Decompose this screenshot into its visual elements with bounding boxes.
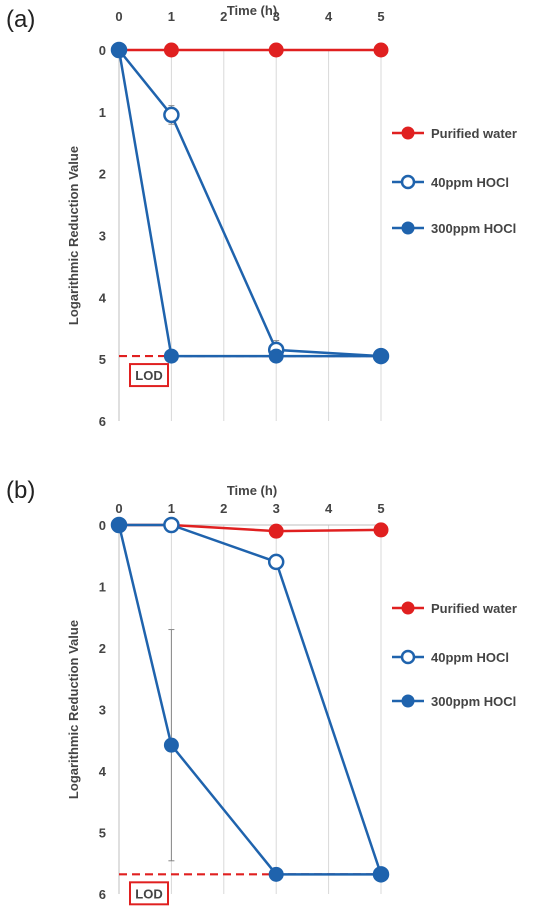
data-point [163, 348, 179, 364]
y-tick-label: 5 [99, 352, 106, 367]
series-line [117, 49, 381, 358]
lod-label: LOD [135, 368, 162, 383]
y-tick-label: 3 [99, 229, 106, 244]
legend-label: 300ppm HOCl [431, 221, 516, 236]
y-tick-label: 4 [99, 290, 107, 305]
data-point [111, 42, 127, 58]
legend-label: Purified water [431, 126, 517, 141]
legend-marker [400, 174, 416, 190]
data-point [373, 42, 389, 58]
x-tick-label: 0 [115, 9, 122, 24]
y-tick-label: 5 [99, 826, 106, 841]
series-line [119, 523, 383, 875]
data-point [111, 517, 127, 533]
legend-marker [401, 694, 415, 708]
panel-label-b: (b) [6, 477, 36, 504]
data-point [268, 42, 284, 58]
x-tick-label: 2 [220, 501, 227, 516]
x-tick-label: 1 [168, 9, 175, 24]
x-tick-label: 5 [377, 9, 384, 24]
legend-label: 40ppm HOCl [431, 650, 509, 665]
legend-marker [401, 601, 415, 615]
series-line [117, 524, 381, 876]
y-tick-label: 2 [99, 167, 106, 182]
data-point [268, 348, 284, 364]
x-tick-label: 3 [273, 9, 280, 24]
chart-a: 0 1 2 3 4 5 Time (h) 0 1 2 3 4 5 6 Logarithmic Reducti… [66, 3, 517, 429]
legend-marker [400, 649, 416, 665]
legend-marker [401, 221, 415, 235]
data-point [268, 523, 284, 539]
y-tick-label: 1 [99, 105, 106, 120]
data-point [373, 522, 389, 538]
y-tick-label: 6 [99, 887, 106, 902]
x-tick-label: 4 [325, 501, 333, 516]
y-tick-label: 4 [99, 764, 107, 779]
legend-label: 40ppm HOCl [431, 175, 509, 190]
data-point [268, 866, 284, 882]
data-point [163, 42, 179, 58]
x-axis-title: Time (h) [227, 483, 277, 498]
lod-box [129, 881, 169, 906]
legend-label: Purified water [431, 601, 517, 616]
x-tick-label: 5 [377, 501, 384, 516]
lod-label: LOD [135, 886, 162, 901]
panel-label-a: (a) [6, 6, 36, 33]
y-tick-label: 0 [99, 43, 106, 58]
data-point [163, 106, 180, 124]
series-line [118, 49, 382, 358]
x-axis-title: Time (h) [227, 3, 277, 18]
x-tick-label: 1 [168, 501, 175, 516]
lod-box [129, 363, 169, 388]
y-tick-label: 1 [99, 580, 106, 595]
x-tick-label: 2 [220, 9, 227, 24]
data-point [373, 348, 389, 364]
data-point [163, 516, 180, 534]
data-point [373, 866, 389, 882]
y-tick-label: 6 [99, 414, 106, 429]
x-tick-label: 0 [115, 501, 122, 516]
y-axis-title: Logarithmic Reduction Value [66, 146, 81, 325]
legend-marker [401, 126, 415, 140]
data-point [267, 553, 285, 571]
x-tick-label: 4 [325, 9, 333, 24]
y-axis-title: Logarithmic Reduction Value [66, 620, 81, 799]
data-point [163, 737, 179, 753]
y-tick-label: 2 [99, 641, 106, 656]
y-tick-label: 3 [99, 703, 106, 718]
legend-label: 300ppm HOCl [431, 694, 516, 709]
y-tick-label: 0 [99, 518, 106, 533]
x-tick-label: 3 [273, 501, 280, 516]
chart-b: 0 1 2 3 4 5 Time (h) 0 1 2 3 4 5 6 Logarithmic Reducti… [66, 483, 517, 906]
